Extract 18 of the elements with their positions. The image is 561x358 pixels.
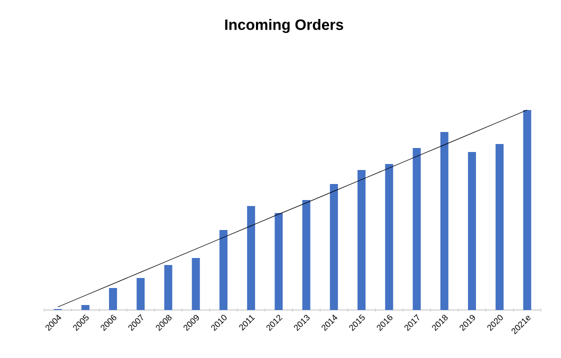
bar xyxy=(440,132,448,310)
bar xyxy=(164,265,172,310)
bar xyxy=(385,164,394,310)
bar xyxy=(192,258,200,310)
bar xyxy=(274,213,283,310)
bar xyxy=(109,288,118,310)
bar xyxy=(412,148,421,310)
bar xyxy=(330,184,338,310)
bar xyxy=(496,144,504,310)
bar xyxy=(136,278,145,310)
bar xyxy=(302,200,310,310)
bar xyxy=(358,170,366,310)
bar xyxy=(219,230,228,310)
bar xyxy=(81,305,90,310)
bar xyxy=(523,110,532,310)
bar xyxy=(247,206,256,310)
bar xyxy=(468,152,476,310)
chart-title: Incoming Orders xyxy=(225,19,344,33)
